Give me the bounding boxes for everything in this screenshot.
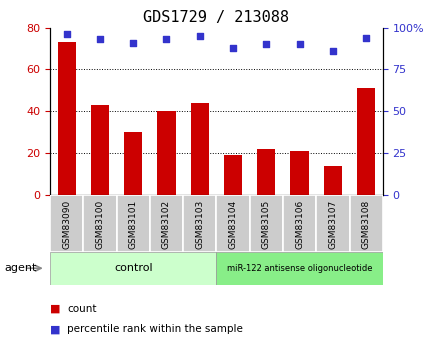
Text: agent: agent xyxy=(4,263,36,273)
Bar xyxy=(356,88,375,195)
Text: miR-122 antisense oligonucleotide: miR-122 antisense oligonucleotide xyxy=(227,264,372,273)
Text: ■: ■ xyxy=(50,304,60,314)
Text: control: control xyxy=(114,263,152,273)
Text: GSM83103: GSM83103 xyxy=(195,199,204,249)
Point xyxy=(296,41,302,47)
Bar xyxy=(349,195,382,252)
Bar xyxy=(83,195,116,252)
Bar xyxy=(290,151,308,195)
Point xyxy=(362,35,369,40)
Text: GSM83100: GSM83100 xyxy=(95,199,104,249)
Point xyxy=(63,31,70,37)
Text: GSM83104: GSM83104 xyxy=(228,199,237,249)
Bar xyxy=(216,252,382,285)
Bar xyxy=(50,252,216,285)
Point xyxy=(129,40,136,46)
Bar xyxy=(91,105,109,195)
Bar xyxy=(256,149,275,195)
Bar xyxy=(224,155,242,195)
Bar xyxy=(249,195,283,252)
Point xyxy=(163,37,170,42)
Text: GSM83101: GSM83101 xyxy=(128,199,138,249)
Bar xyxy=(157,111,175,195)
Text: GSM83107: GSM83107 xyxy=(328,199,337,249)
Bar xyxy=(57,42,76,195)
Point xyxy=(229,45,236,50)
Text: ■: ■ xyxy=(50,325,60,334)
Bar xyxy=(216,195,249,252)
Text: GSM83090: GSM83090 xyxy=(62,199,71,249)
Point xyxy=(96,37,103,42)
Point xyxy=(262,41,269,47)
Bar xyxy=(190,103,208,195)
Text: GSM83102: GSM83102 xyxy=(161,199,171,249)
Point xyxy=(329,48,335,54)
Bar xyxy=(50,195,83,252)
Text: count: count xyxy=(67,304,97,314)
Text: GSM83105: GSM83105 xyxy=(261,199,270,249)
Point xyxy=(196,33,203,39)
Bar xyxy=(149,195,183,252)
Text: GSM83108: GSM83108 xyxy=(361,199,370,249)
Bar xyxy=(283,195,316,252)
Bar xyxy=(323,166,341,195)
Bar xyxy=(116,195,149,252)
Title: GDS1729 / 213088: GDS1729 / 213088 xyxy=(143,10,289,25)
Text: GSM83106: GSM83106 xyxy=(294,199,303,249)
Bar xyxy=(124,132,142,195)
Bar xyxy=(183,195,216,252)
Text: percentile rank within the sample: percentile rank within the sample xyxy=(67,325,243,334)
Bar xyxy=(316,195,349,252)
